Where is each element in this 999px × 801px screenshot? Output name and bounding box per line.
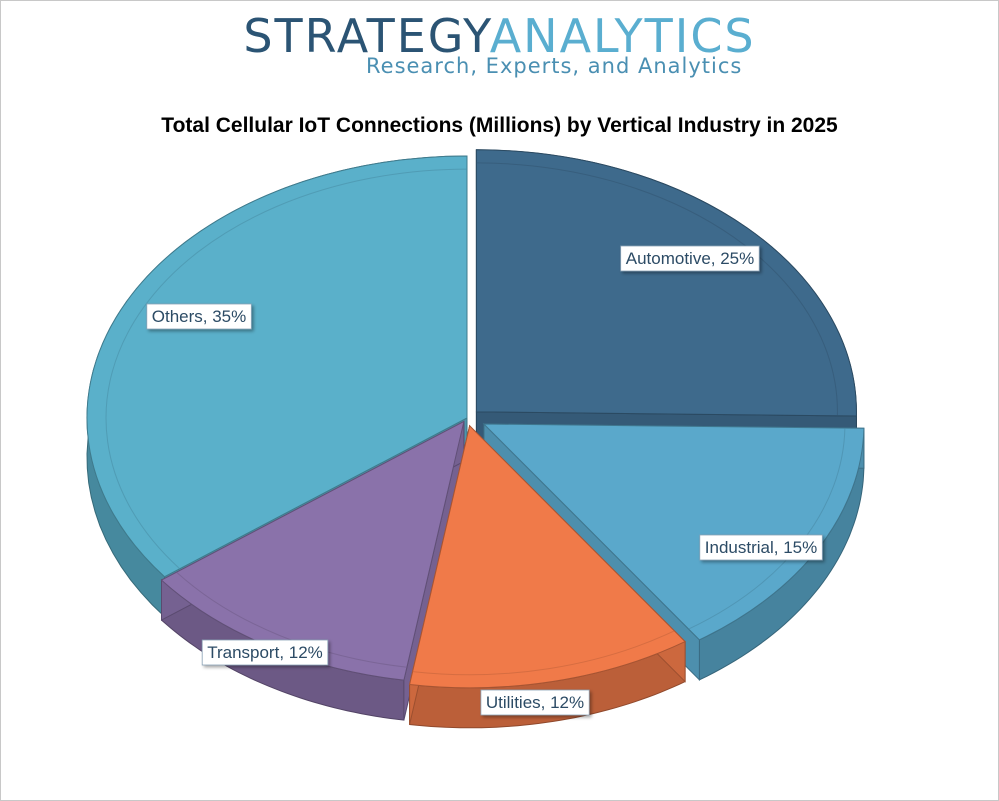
pie-labels: Automotive, 25% Industrial, 15% Utilities,… bbox=[146, 245, 823, 716]
data-label-others: Others, 35% bbox=[146, 303, 252, 330]
data-label-box bbox=[480, 689, 590, 716]
data-label-text: Transport, 12% bbox=[207, 643, 323, 662]
data-label-industrial: Industrial, 15% bbox=[699, 534, 823, 561]
data-label-box bbox=[699, 534, 823, 561]
logo-word-analytics: ANALYTICS bbox=[489, 9, 756, 63]
logo-tagline: Research, Experts, and Analytics bbox=[366, 54, 743, 78]
logo-wordmark: STRATEGYANALYTICS bbox=[0, 10, 999, 62]
data-label-box bbox=[201, 639, 329, 666]
pie-slice-top bbox=[475, 149, 857, 417]
pie-slice-rim bbox=[476, 162, 838, 416]
pie-slice-rim bbox=[176, 571, 407, 668]
data-label-text: Automotive, 25% bbox=[626, 249, 755, 268]
strategy-analytics-logo: STRATEGYANALYTICS bbox=[0, 10, 999, 62]
pie-slice-top bbox=[86, 155, 468, 578]
data-label-text: Utilities, 12% bbox=[486, 693, 584, 712]
data-label-transport: Transport, 12% bbox=[201, 639, 329, 666]
data-label-text: Others, 35% bbox=[152, 307, 247, 326]
pie-slice-transport bbox=[160, 420, 465, 721]
data-label-text: Industrial, 15% bbox=[705, 538, 817, 557]
data-label-box bbox=[620, 245, 760, 272]
pie-slice-top bbox=[408, 424, 686, 689]
pie-slice-rim bbox=[105, 168, 468, 570]
data-label-box bbox=[146, 303, 252, 330]
data-label-utilities: Utilities, 12% bbox=[480, 689, 590, 716]
pie-slice-automotive bbox=[475, 149, 857, 457]
pie-slices bbox=[86, 149, 865, 729]
pie-slice-rim bbox=[412, 630, 675, 676]
chart-title: Total Cellular IoT Connections (Millions… bbox=[161, 114, 838, 137]
pie-slice-utilities bbox=[408, 424, 686, 729]
logo-word-strategy: STRATEGY bbox=[243, 9, 490, 63]
data-label-automotive: Automotive, 25% bbox=[620, 245, 760, 272]
